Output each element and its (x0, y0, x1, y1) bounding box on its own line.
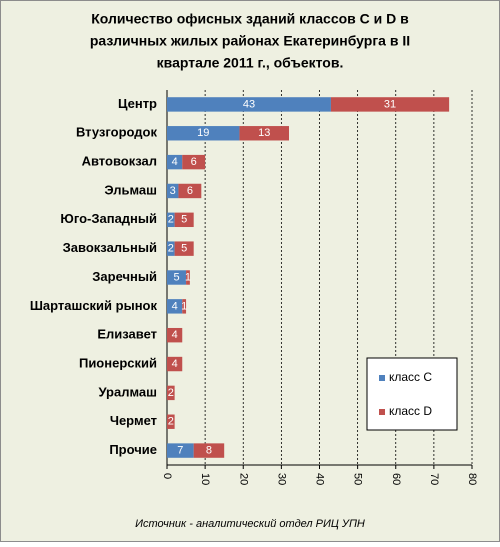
value-label: 4 (172, 358, 178, 370)
bar (330, 97, 450, 112)
value-label: 3 (170, 185, 176, 197)
bar (186, 270, 190, 285)
value-label: 7 (177, 444, 183, 456)
y-tick-label: Центр (118, 96, 157, 111)
value-label: 8 (206, 444, 212, 456)
chart-title: различных жилых районах Екатеринбурга в … (90, 33, 410, 49)
value-label: 43 (243, 98, 255, 110)
bar (167, 126, 240, 141)
bar (167, 154, 183, 170)
bar (167, 299, 183, 314)
x-tick-label: 50 (352, 473, 364, 485)
value-label: 5 (181, 243, 187, 255)
y-tick-label: Втузгородок (76, 125, 158, 140)
chart-title: Количество офисных зданий классов С и D … (91, 11, 409, 27)
x-tick-label: 80 (466, 473, 478, 485)
legend-label: класс С (389, 370, 432, 384)
bar (167, 212, 175, 228)
bar (167, 241, 175, 256)
y-tick-label: Уралмаш (98, 384, 157, 399)
x-tick-label: 60 (390, 473, 402, 485)
x-tick-label: 0 (161, 473, 173, 479)
value-label: 2 (168, 214, 174, 226)
bar (167, 183, 179, 199)
value-label: 13 (258, 127, 270, 139)
y-tick-label: Елизавет (97, 327, 157, 342)
value-label: 5 (181, 214, 187, 226)
bar (167, 356, 183, 372)
bar (174, 212, 194, 228)
bar (174, 241, 194, 256)
x-tick-label: 40 (314, 473, 326, 485)
x-tick-label: 10 (199, 473, 211, 485)
value-label: 1 (185, 271, 191, 283)
y-tick-label: Эльмаш (104, 182, 157, 197)
value-label: 31 (384, 98, 396, 110)
value-label: 1 (181, 300, 187, 312)
value-label: 6 (191, 156, 197, 168)
y-tick-label: Завокзальный (63, 240, 157, 255)
x-tick-label: 20 (237, 473, 249, 485)
value-label: 4 (172, 300, 178, 312)
x-tick-label: 70 (428, 473, 440, 485)
bar (167, 327, 183, 343)
y-tick-label: Заречный (92, 269, 157, 284)
bar (182, 154, 206, 170)
y-tick-label: Автовокзал (82, 154, 157, 169)
bar (167, 385, 175, 401)
value-label: 2 (168, 387, 174, 399)
value-label: 5 (173, 271, 179, 283)
y-tick-label: Юго-Западный (60, 211, 157, 226)
legend-swatch (379, 409, 385, 415)
bar (193, 443, 225, 458)
legend-swatch (379, 375, 385, 381)
y-tick-label: Пионерский (79, 355, 157, 370)
y-tick-label: Шарташский рынок (30, 298, 158, 313)
bar (178, 183, 202, 199)
value-label: 4 (172, 156, 178, 168)
bar (182, 299, 187, 314)
y-tick-label: Чермет (110, 413, 157, 428)
value-label: 6 (187, 185, 193, 197)
chart-title: квартале 2011 г., объектов. (157, 55, 344, 71)
legend-label: класс D (389, 404, 432, 418)
source: Источник - аналитический отдел РИЦ УПН (135, 518, 365, 530)
bar (239, 126, 289, 141)
value-label: 19 (197, 127, 209, 139)
x-tick-label: 30 (275, 473, 287, 485)
value-label: 2 (168, 243, 174, 255)
bar (167, 414, 175, 429)
value-label: 4 (172, 329, 178, 341)
legend-box (366, 357, 458, 431)
bar (167, 443, 194, 458)
bar (167, 97, 331, 112)
bar (167, 270, 187, 285)
y-tick-label: Прочие (109, 442, 157, 457)
value-label: 2 (168, 416, 174, 428)
